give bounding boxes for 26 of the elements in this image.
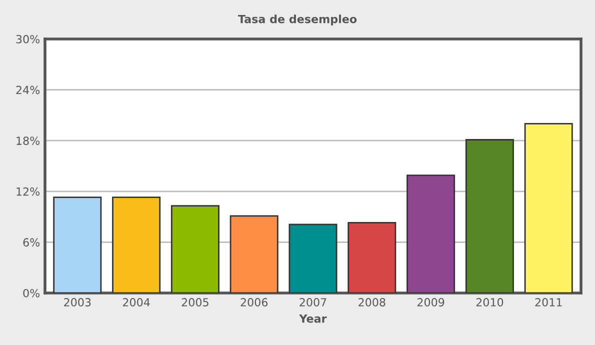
x-tick-label: 2006 — [240, 298, 268, 306]
x-tick-label: 2008 — [358, 298, 386, 306]
y-tick-label: 30% — [16, 34, 40, 44]
bar — [348, 222, 396, 293]
x-tick-label: 2009 — [417, 298, 444, 306]
chart-title: Tasa de desempleo — [238, 14, 357, 26]
x-axis-title: Year — [299, 314, 327, 323]
bar — [288, 224, 338, 293]
y-tick-label: 18% — [16, 136, 40, 145]
y-tick-label: 6% — [23, 238, 40, 247]
bar — [406, 174, 456, 293]
y-tick-label: 0% — [23, 288, 40, 298]
bar — [524, 122, 573, 293]
bar — [230, 215, 278, 293]
x-tick-label: 2011 — [535, 298, 562, 306]
x-tick-label: 2010 — [476, 298, 504, 306]
y-tick-label: 24% — [16, 86, 40, 94]
x-tick-label: 2003 — [64, 298, 91, 306]
x-tick-label: 2007 — [300, 298, 326, 306]
bar — [170, 205, 220, 293]
x-tick-label: 2005 — [182, 298, 208, 306]
y-tick-label: 12% — [16, 187, 40, 196]
x-tick-label: 2004 — [122, 298, 150, 306]
bar — [465, 139, 514, 293]
bar — [53, 196, 102, 293]
bar — [112, 196, 161, 293]
